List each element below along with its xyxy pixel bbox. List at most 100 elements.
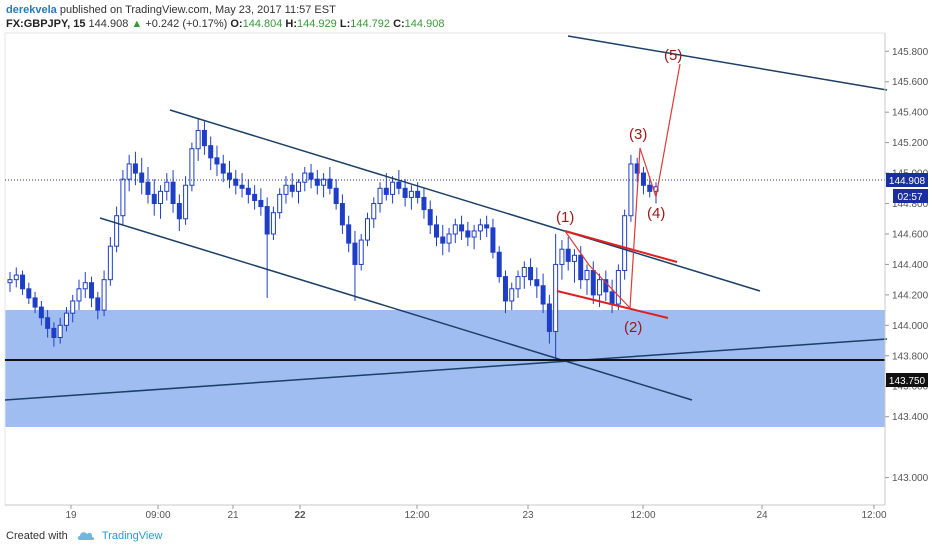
- candle-body: [553, 263, 559, 332]
- candle-body: [26, 288, 32, 299]
- wave-4-label: (4): [647, 205, 665, 222]
- candle-body: [176, 203, 182, 220]
- price-tick-label: 144.400: [892, 260, 929, 271]
- candle-body: [590, 270, 596, 296]
- candle-body: [239, 184, 245, 189]
- candle-body: [101, 279, 107, 311]
- time-axis[interactable]: 19 09:00 21 22 12:00 23 12:00 24 12:00: [65, 505, 887, 521]
- candle-body: [603, 279, 609, 293]
- open-label: O:: [230, 18, 243, 30]
- chart-footer: Created with TradingView: [6, 528, 162, 544]
- candle-body: [270, 212, 276, 235]
- candle-body: [20, 274, 26, 290]
- candle-body: [408, 190, 414, 198]
- candle-body: [528, 266, 534, 281]
- candle-body: [89, 282, 95, 299]
- price-tick-label: 145.200: [892, 138, 929, 149]
- candle-body: [252, 193, 258, 201]
- candle-body: [427, 209, 433, 226]
- time-tick-label: 24: [756, 510, 768, 521]
- price-tick-label: 143.000: [892, 473, 929, 484]
- price-axis[interactable]: 145.800145.600145.400145.200145.000144.8…: [885, 47, 929, 484]
- candle-body: [321, 178, 327, 186]
- candle-body: [433, 224, 439, 238]
- candle-body: [477, 224, 483, 232]
- time-tick-label: 12:00: [630, 510, 655, 521]
- candle-body: [509, 288, 515, 302]
- created-with-label: Created with: [6, 530, 68, 542]
- wave-projection-path: [564, 63, 681, 310]
- candle-body: [51, 327, 57, 339]
- level-price-tag: 143.750: [886, 373, 928, 387]
- candle-body: [189, 148, 195, 186]
- candle-body: [151, 193, 157, 205]
- candle-body: [490, 227, 496, 253]
- candle-body: [13, 274, 19, 281]
- time-tick-label: 12:00: [404, 510, 429, 521]
- last-price-tag: 144.908: [886, 173, 928, 187]
- wedge-bottom-line: [556, 290, 669, 319]
- candle-body: [465, 230, 471, 238]
- candle-body: [258, 199, 264, 208]
- candle-body: [164, 181, 170, 192]
- price-tick-label: 143.400: [892, 412, 929, 423]
- candle-body: [571, 254, 577, 262]
- candle-body: [371, 203, 377, 220]
- tradingview-brand-link[interactable]: TradingView: [101, 530, 163, 542]
- candle-body: [459, 224, 465, 232]
- high-label: H:: [285, 18, 298, 30]
- close-value: 144.908: [404, 18, 445, 30]
- publish-info: published on TradingView.com, May 23, 20…: [59, 4, 336, 16]
- candle-body: [7, 279, 13, 284]
- candle-body: [327, 178, 333, 189]
- candle-body: [521, 266, 527, 278]
- rising-trend-line: [4, 338, 888, 401]
- candle-body: [647, 184, 653, 192]
- candle-body: [82, 282, 88, 290]
- candle-body: [559, 248, 565, 265]
- time-tick-label: 22: [294, 510, 306, 521]
- candle-body: [233, 178, 239, 186]
- candle-body: [120, 178, 126, 217]
- candle-body: [440, 236, 446, 244]
- candle-body: [609, 291, 615, 305]
- candle-body: [114, 215, 120, 247]
- wave-5-label: (5): [664, 47, 682, 64]
- candle-body: [484, 224, 490, 229]
- candle-body: [339, 203, 345, 226]
- price-tick-label: 143.600: [892, 382, 929, 393]
- low-value: 144.792: [350, 18, 390, 30]
- candle-body: [377, 187, 383, 205]
- candle-body: [57, 324, 63, 339]
- candle-body: [126, 163, 132, 180]
- candle-body: [95, 297, 101, 311]
- candle-body: [383, 187, 389, 195]
- candle-body: [333, 187, 339, 205]
- price-tick-label: 145.800: [892, 47, 929, 58]
- candle-body: [283, 184, 289, 195]
- change-up-icon: ▲: [131, 18, 143, 30]
- candle-body: [296, 181, 302, 192]
- candle-body: [446, 233, 452, 244]
- candle-body: [38, 306, 44, 319]
- demand-zone: [5, 310, 885, 427]
- candle-body: [70, 300, 76, 314]
- candle-body: [264, 206, 270, 235]
- candle-body: [158, 190, 164, 205]
- time-tick-label: 23: [522, 510, 534, 521]
- candle-body: [195, 129, 201, 150]
- candle-body: [170, 181, 176, 205]
- candle-body: [32, 297, 38, 308]
- price-tick-label: 145.400: [892, 108, 929, 119]
- symbol-label[interactable]: FX:GBPJPY, 15: [6, 18, 86, 30]
- candle-body: [502, 276, 508, 302]
- author-link[interactable]: derekvela: [6, 4, 57, 16]
- candle-body: [415, 190, 421, 198]
- price-change: +0.242 (+0.17%): [145, 18, 228, 30]
- candle-body: [45, 317, 51, 329]
- candle-body: [390, 181, 396, 195]
- chart-header: derekvela published on TradingView.com, …: [6, 3, 444, 31]
- candle-body: [302, 172, 308, 183]
- candle-body: [396, 181, 402, 189]
